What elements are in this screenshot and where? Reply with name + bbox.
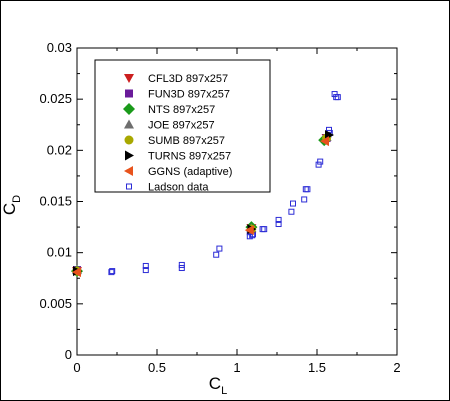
x-tick-label: 1	[233, 360, 240, 375]
data-point	[333, 94, 340, 101]
data-point	[108, 269, 115, 276]
data-point	[244, 225, 254, 236]
data-point	[304, 186, 311, 193]
x-axis-label: CL	[209, 374, 227, 397]
data-point	[331, 91, 338, 98]
legend-marker	[124, 135, 134, 145]
legend-marker	[125, 89, 133, 98]
y-tick-label: 0.005	[39, 296, 72, 311]
data-point	[178, 261, 185, 268]
data-point	[315, 161, 322, 168]
data-point	[213, 251, 220, 258]
legend-box	[94, 59, 271, 193]
legend-label: JOE 897x257	[148, 120, 215, 132]
data-point	[275, 221, 282, 228]
legend-label: Ladson data	[148, 182, 209, 194]
data-point	[302, 186, 309, 193]
y-tick-label: 0.01	[47, 245, 72, 260]
legend-marker	[125, 150, 134, 161]
y-tick-label: 0.03	[47, 40, 72, 55]
data-point	[142, 267, 149, 274]
legend-label: SUMB 897x257	[148, 135, 225, 147]
y-tick-label: 0	[65, 347, 72, 362]
data-point	[275, 216, 282, 223]
legend-marker	[126, 183, 132, 190]
data-point	[261, 226, 268, 233]
data-markers	[71, 91, 341, 278]
legend-marker	[123, 103, 135, 115]
data-point	[334, 94, 341, 101]
data-point	[259, 226, 266, 233]
axis-ticks: 0 0.5 1 1.5 2 0 0.005 0.01 0.015 0.02 0.025 0.03	[39, 40, 400, 375]
legend-marker	[124, 74, 134, 83]
data-point	[288, 208, 295, 215]
series-6	[72, 136, 329, 278]
data-point	[320, 136, 329, 147]
data-point	[178, 265, 185, 272]
legend-label: TURNS 897x257	[148, 151, 231, 163]
legend-label: GGNS (adaptive)	[148, 166, 232, 178]
x-tick-label: 0.5	[148, 360, 166, 375]
data-point	[290, 200, 296, 207]
legend-label: FUN3D 897x257	[148, 89, 230, 101]
series-7	[74, 91, 341, 276]
y-tick-label: 0.015	[39, 194, 72, 209]
x-tick-label: 1.5	[308, 360, 326, 375]
data-point	[216, 245, 223, 252]
legend-marker	[124, 166, 133, 176]
y-axis-label: CD	[0, 195, 23, 215]
data-point	[317, 158, 324, 165]
data-point	[301, 196, 308, 203]
legend-label: NTS 897x257	[148, 104, 215, 116]
y-tick-label: 0.025	[39, 91, 72, 106]
data-point	[109, 268, 116, 275]
x-tick-label: 2	[393, 360, 400, 375]
legend: CFL3D 897x257 FUN3D 897x257 NTS 897x257 JOE…	[94, 59, 271, 194]
data-point	[72, 267, 81, 278]
x-tick-label: 0	[73, 360, 80, 375]
legend-marker	[124, 119, 134, 129]
legend-label: CFL3D 897x257	[148, 73, 228, 85]
y-tick-label: 0.02	[47, 142, 72, 157]
data-point	[142, 262, 149, 269]
